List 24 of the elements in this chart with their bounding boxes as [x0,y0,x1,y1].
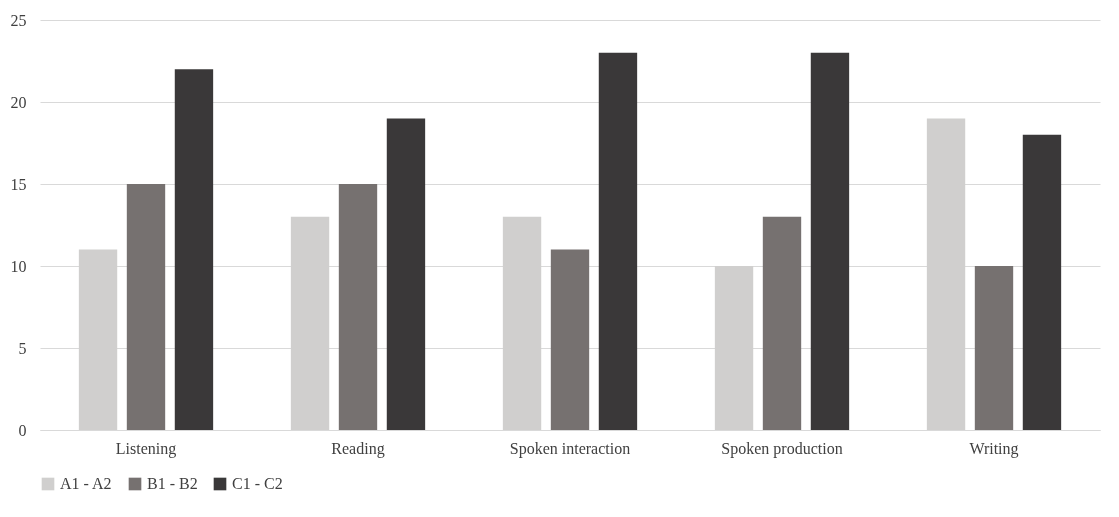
bar [386,118,426,430]
legend-label: C1 - C2 [232,475,283,492]
x-tick-label: Reading [331,439,385,458]
legend-label: B1 - B2 [147,475,198,492]
x-tick-label: Listening [115,439,177,458]
legend-label: A1 - A2 [60,475,112,492]
bar [598,52,638,430]
bar [338,184,378,430]
bar [126,184,166,430]
y-tick-label: 0 [18,421,27,439]
x-tick-label: Spoken production [721,439,843,458]
y-tick-label: 20 [10,93,27,111]
y-tick-label: 10 [10,257,27,275]
bar [974,266,1014,430]
y-tick-label: 5 [18,339,27,357]
bar [174,69,214,430]
y-tick-label: 15 [10,175,27,193]
y-tick-label: 25 [10,11,27,29]
bar [762,216,802,430]
x-tick-label: Spoken interaction [509,439,631,458]
bar [550,249,590,430]
x-tick-label: Writing [969,439,1019,458]
bar [1022,134,1062,430]
bar [810,52,850,430]
